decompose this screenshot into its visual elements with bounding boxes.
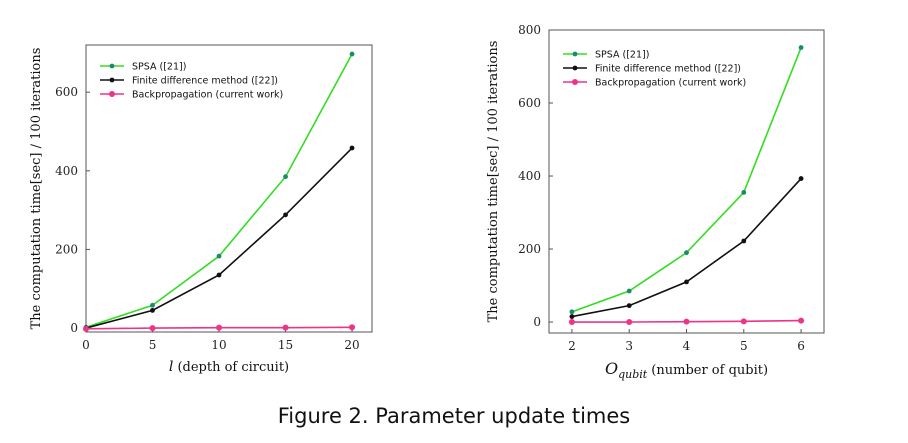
x-axis-label-text: (depth of circuit) bbox=[173, 360, 289, 375]
y-tick-label: 600 bbox=[55, 85, 78, 99]
x-axis-subscript: qubit bbox=[618, 368, 648, 381]
data-point-bp bbox=[349, 324, 356, 331]
data-point-bp bbox=[149, 325, 156, 332]
y-tick-label: 0 bbox=[70, 321, 78, 335]
x-tick-label: 5 bbox=[149, 338, 157, 352]
x-tick-label: 10 bbox=[211, 338, 226, 352]
data-point-bp bbox=[626, 319, 633, 326]
y-tick-label: 200 bbox=[518, 242, 541, 256]
x-tick-label: 5 bbox=[740, 339, 748, 353]
data-point-fd bbox=[569, 314, 575, 319]
x-axis-label: l (depth of circuit) bbox=[169, 359, 289, 375]
data-point-bp bbox=[683, 318, 690, 325]
y-axis-label: The computation time[sec] / 100 iteratio… bbox=[29, 48, 44, 330]
legend-label-spsa: SPSA ([21]) bbox=[595, 50, 649, 61]
data-point-bp bbox=[83, 325, 89, 332]
x-axis-variable: O bbox=[605, 359, 618, 378]
data-point-spsa bbox=[684, 250, 689, 256]
plot-frame bbox=[548, 29, 825, 334]
x-tick-label: 15 bbox=[278, 338, 293, 352]
data-point-fd bbox=[741, 238, 747, 244]
legend-marker-fd bbox=[572, 65, 578, 71]
y-tick-label: 400 bbox=[55, 164, 78, 178]
x-axis-label-text: (number of qubit) bbox=[647, 363, 768, 378]
data-point-fd bbox=[283, 212, 288, 218]
y-tick-label: 800 bbox=[518, 23, 541, 37]
data-point-spsa bbox=[216, 253, 222, 259]
data-point-bp bbox=[740, 318, 747, 325]
data-point-fd bbox=[798, 176, 804, 181]
legend-marker-bp bbox=[109, 91, 115, 97]
x-tick-label: 4 bbox=[683, 339, 691, 353]
data-point-spsa bbox=[741, 190, 747, 195]
series-line-fd bbox=[85, 147, 353, 329]
data-point-spsa bbox=[569, 309, 575, 315]
y-tick-label: 200 bbox=[55, 242, 78, 256]
data-point-fd bbox=[626, 303, 632, 309]
x-tick-label: 0 bbox=[82, 338, 90, 352]
data-point-spsa bbox=[349, 51, 355, 57]
chart-2: 2 3 4 5 6 0 200 400 600 800 The computation time[s… bbox=[486, 23, 825, 381]
y-axis-label: The computation time[sec] / 100 iteratio… bbox=[486, 41, 501, 323]
legend-label-bp: Backpropagation (current work) bbox=[595, 78, 746, 89]
data-point-bp bbox=[568, 319, 575, 326]
legend-label-bp: Backpropagation (current work) bbox=[132, 90, 283, 101]
data-point-spsa bbox=[626, 288, 632, 294]
legend-marker-fd bbox=[109, 77, 115, 83]
plot-frame bbox=[85, 44, 373, 333]
data-point-fd bbox=[349, 145, 355, 151]
data-point-bp bbox=[798, 317, 805, 324]
data-point-spsa bbox=[283, 174, 288, 180]
data-point-bp bbox=[216, 324, 223, 331]
x-tick-label: 6 bbox=[797, 339, 805, 353]
legend-label-spsa: SPSA ([21]) bbox=[132, 62, 186, 73]
x-tick-label: 20 bbox=[344, 338, 359, 352]
y-tick-label: 400 bbox=[518, 169, 541, 183]
data-point-spsa bbox=[798, 45, 804, 50]
legend-marker-spsa bbox=[572, 51, 578, 57]
x-tick-label: 3 bbox=[625, 339, 633, 353]
series-line-fd bbox=[571, 178, 802, 318]
data-point-fd bbox=[216, 272, 222, 278]
legend-label-fd: Finite difference method ([22]) bbox=[595, 64, 741, 75]
legend-marker-spsa bbox=[109, 63, 115, 69]
x-tick-label: 2 bbox=[568, 339, 576, 353]
figure-caption: Figure 2. Parameter update times bbox=[277, 404, 631, 428]
y-tick-label: 0 bbox=[533, 315, 541, 329]
x-axis-label: Oqubit (number of qubit) bbox=[605, 359, 768, 381]
x-axis-variable: l bbox=[169, 359, 173, 375]
data-point-fd bbox=[150, 307, 155, 313]
legend-label-fd: Finite difference method ([22]) bbox=[132, 76, 278, 87]
data-point-fd bbox=[684, 279, 689, 285]
data-point-bp bbox=[282, 324, 289, 331]
y-tick-label: 600 bbox=[518, 96, 541, 110]
legend-marker-bp bbox=[572, 79, 578, 85]
data-point-spsa bbox=[150, 302, 155, 308]
